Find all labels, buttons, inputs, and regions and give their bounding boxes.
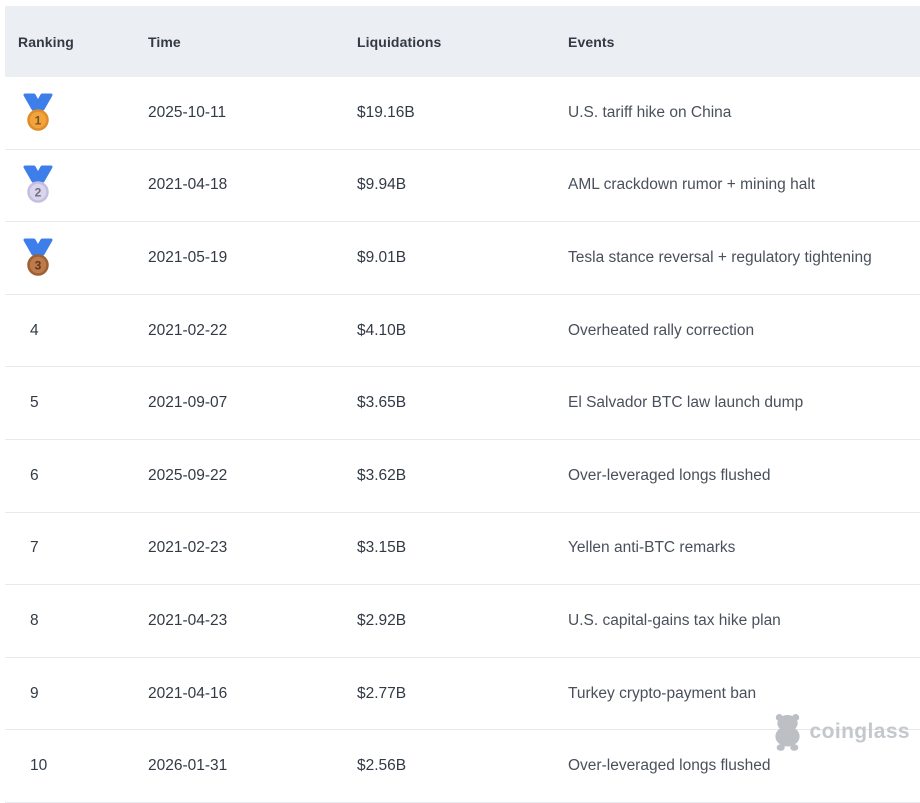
table-row: 8 2021-04-23 $2.92B U.S. capital-gains t… (5, 585, 920, 658)
liquidations-cell: $3.65B (357, 394, 407, 412)
time-cell: 2021-04-18 (148, 176, 228, 194)
liquidations-cell: $9.94B (357, 176, 407, 194)
time-cell: 2021-09-07 (148, 394, 228, 412)
time-cell: 2021-04-16 (148, 684, 228, 702)
event-cell: El Salvador BTC law launch dump (568, 394, 804, 412)
column-header-time: Time (148, 33, 181, 50)
rank-cell: 8 (5, 612, 148, 630)
medal-icon: 3 (22, 238, 54, 278)
liquidations-cell: $9.01B (357, 248, 407, 266)
liquidations-cell: $2.56B (357, 757, 407, 775)
column-header-events: Events (568, 33, 615, 50)
table-row: 4 2021-02-22 $4.10B Overheated rally cor… (5, 294, 920, 368)
time-cell: 2021-02-23 (148, 539, 228, 557)
rank-number: 7 (30, 539, 39, 557)
time-cell: 2021-04-23 (148, 611, 228, 629)
liquidations-cell: $4.10B (357, 321, 407, 339)
event-cell: AML crackdown rumor + mining halt (568, 176, 816, 194)
rank-cell: 6 (5, 467, 148, 485)
event-cell: Over-leveraged longs flushed (568, 757, 771, 775)
event-cell: U.S. capital-gains tax hike plan (568, 611, 781, 629)
table-row: 6 2025-09-22 $3.62B Over-leveraged longs… (5, 439, 920, 513)
liquidations-cell: $2.92B (357, 611, 407, 629)
rank-number: 6 (30, 466, 39, 484)
rank-cell: 4 (5, 322, 148, 340)
time-cell: 2021-02-22 (148, 321, 228, 339)
event-cell: Over-leveraged longs flushed (568, 466, 771, 484)
table-row: 10 2026-01-31 $2.56B Over-leveraged long… (5, 730, 920, 803)
table-row: 9 2021-04-16 $2.77B Turkey crypto-paymen… (5, 657, 920, 731)
rank-cell: 2 (5, 165, 148, 205)
rank-number: 5 (30, 394, 39, 412)
rank-number: 10 (30, 757, 48, 775)
table-row: 2 2021-04-18 $9.94B AML crackdown rumor … (5, 149, 920, 223)
coinglass-watermark: coinglass (772, 712, 910, 752)
event-cell: Turkey crypto-payment ban (568, 684, 757, 702)
rank-number: 4 (30, 321, 39, 339)
event-cell: Tesla stance reversal + regulatory tight… (568, 248, 872, 266)
rank-number: 9 (30, 684, 39, 702)
table-row: 3 2021-05-19 $9.01B Tesla stance reversa… (5, 222, 920, 295)
event-cell: U.S. tariff hike on China (568, 103, 732, 121)
rank-cell: 7 (5, 539, 148, 557)
medal-icon: 1 (22, 93, 54, 133)
rank-cell: 3 (5, 238, 148, 278)
time-cell: 2025-10-11 (148, 103, 227, 121)
rank-number: 8 (30, 611, 39, 629)
liquidation-ranking-table: Ranking Time Liquidations Events 1 2025-… (5, 6, 920, 803)
column-header-ranking: Ranking (18, 33, 74, 50)
rank-cell: 10 (5, 757, 148, 775)
table-header: Ranking Time Liquidations Events (5, 6, 920, 77)
time-cell: 2021-05-19 (148, 248, 228, 266)
coinglass-mascot-icon (772, 712, 803, 752)
liquidations-cell: $3.15B (357, 539, 407, 557)
liquidations-cell: $2.77B (357, 684, 407, 702)
rank-cell: 9 (5, 685, 148, 703)
medal-number: 3 (35, 258, 42, 272)
table-row: 5 2021-09-07 $3.65B El Salvador BTC law … (5, 367, 920, 440)
event-cell: Yellen anti-BTC remarks (568, 539, 736, 557)
time-cell: 2025-09-22 (148, 466, 228, 484)
liquidations-cell: $19.16B (357, 103, 415, 121)
coinglass-wordmark: coinglass (809, 720, 910, 743)
event-cell: Overheated rally correction (568, 321, 755, 339)
medal-number: 1 (35, 113, 42, 127)
medal-number: 2 (35, 186, 42, 200)
rank-cell: 1 (5, 93, 148, 133)
table-body: 1 2025-10-11 $19.16B U.S. tariff hike on… (5, 77, 920, 803)
time-cell: 2026-01-31 (148, 757, 228, 775)
liquidations-cell: $3.62B (357, 466, 407, 484)
table-row: 1 2025-10-11 $19.16B U.S. tariff hike on… (5, 77, 920, 150)
table-row: 7 2021-02-23 $3.15B Yellen anti-BTC rema… (5, 512, 920, 586)
medal-icon: 2 (22, 165, 54, 205)
rank-cell: 5 (5, 394, 148, 412)
column-header-liquidations: Liquidations (357, 33, 442, 50)
